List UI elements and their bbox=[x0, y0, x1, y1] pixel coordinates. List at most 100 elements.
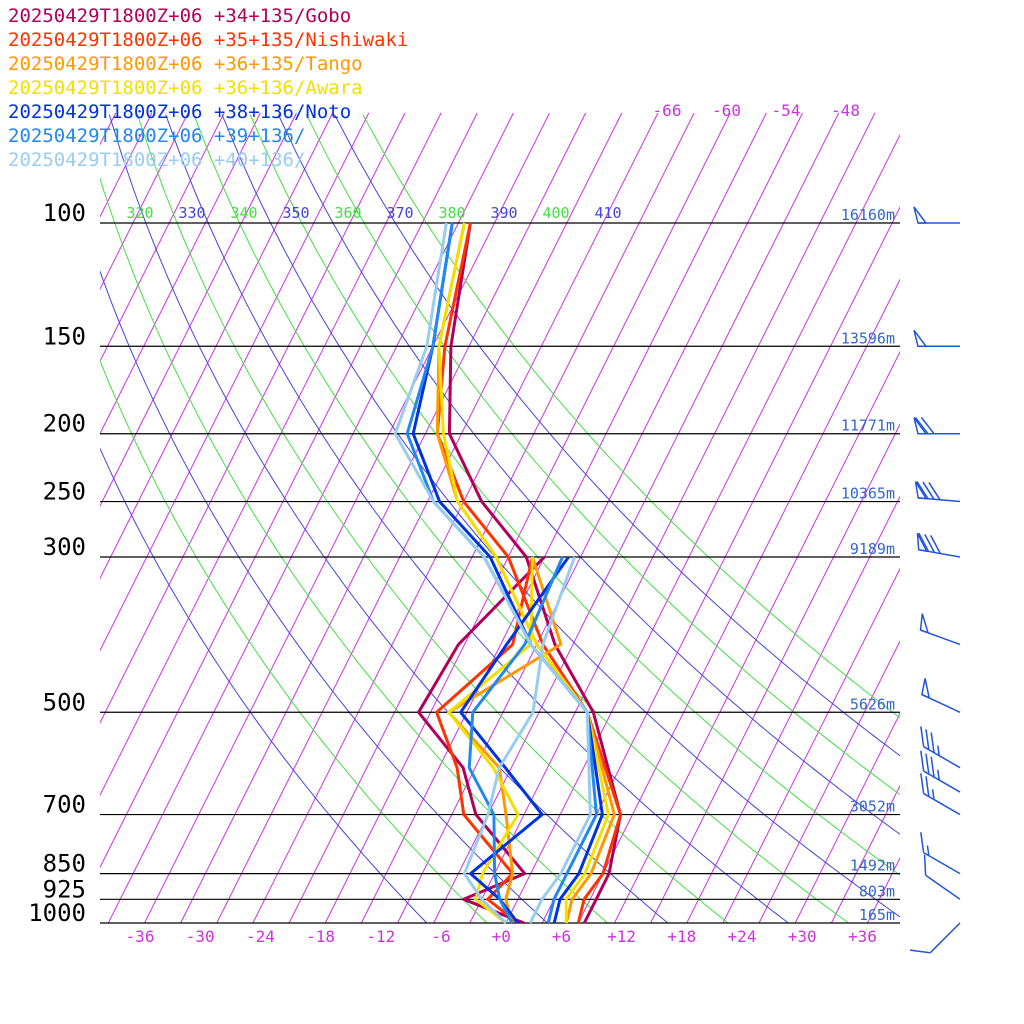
temperature-tick-label: -12 bbox=[366, 927, 395, 946]
temperature-tick-label: +0 bbox=[492, 927, 511, 946]
dry-adiabat-line bbox=[165, 114, 790, 923]
isotherm-line bbox=[100, 112, 334, 580]
wind-barb-feather bbox=[922, 481, 935, 500]
isotherm-line bbox=[100, 112, 297, 508]
dry-adiabat-line bbox=[100, 359, 488, 923]
dry-adiabat-line bbox=[193, 114, 850, 923]
wind-barb-pennant bbox=[919, 613, 930, 635]
dry-adiabat-line bbox=[100, 177, 609, 923]
wind-barb bbox=[909, 922, 961, 954]
temperature-tick-label: +24 bbox=[728, 927, 757, 946]
wind-barb-feather bbox=[930, 756, 935, 778]
height-label: 1492m bbox=[850, 857, 895, 875]
wind-barb-pennant bbox=[913, 417, 928, 435]
temperature-tick-label: +12 bbox=[607, 927, 636, 946]
pressure-label: 250 bbox=[43, 478, 86, 506]
legend-entry: 20250429T1800Z+06 +36+136/Awara bbox=[8, 77, 363, 99]
isotherm-line bbox=[650, 423, 900, 923]
temperature-profile-gobo bbox=[447, 222, 622, 924]
legend: 20250429T1800Z+06 +34+135/Gobo 20250429T1… bbox=[8, 4, 408, 172]
isotherm-line bbox=[288, 112, 695, 923]
wind-barb-feather bbox=[920, 726, 925, 747]
profiles-group bbox=[393, 222, 622, 925]
pressure-label: 300 bbox=[43, 533, 86, 561]
dewpoint-profile-40-136 bbox=[462, 556, 576, 925]
theta-label: 400 bbox=[542, 204, 569, 222]
isotherm-line bbox=[577, 278, 900, 923]
wind-barb bbox=[916, 532, 961, 558]
pressure-label: 150 bbox=[43, 322, 86, 350]
isotherm-line bbox=[216, 112, 623, 923]
wind-barb-feather bbox=[925, 776, 930, 797]
height-label: 165m bbox=[859, 906, 895, 924]
legend-entry: 20250429T1800Z+06 +34+135/Gobo bbox=[8, 5, 352, 27]
wind-barb-feather bbox=[916, 481, 929, 500]
pressure-label: 200 bbox=[43, 410, 86, 438]
temperature-tick-label: -24 bbox=[246, 927, 275, 946]
height-label: 5626m bbox=[850, 695, 895, 713]
height-label: 9189m bbox=[850, 540, 895, 558]
wind-barb-feather bbox=[925, 729, 930, 750]
wind-barb-feather bbox=[931, 789, 935, 800]
dry-adiabat-line bbox=[137, 114, 729, 923]
dewpoint-profile-gobo bbox=[417, 555, 546, 925]
wind-barb-staff bbox=[923, 746, 961, 769]
temperature-tick-label: -6 bbox=[431, 927, 450, 946]
temperature-tick-label: +18 bbox=[667, 927, 696, 946]
wind-barb-feather bbox=[920, 417, 935, 435]
isotherm-line bbox=[469, 112, 876, 923]
wind-barb-feather bbox=[937, 769, 940, 781]
temperature-tick-label: -30 bbox=[186, 927, 215, 946]
temperature-tick-label: -36 bbox=[126, 927, 155, 946]
isotherm-line bbox=[100, 112, 261, 435]
wind-barb-pennant bbox=[914, 481, 928, 500]
isotherm-line bbox=[100, 112, 442, 797]
isotherm-line bbox=[722, 567, 900, 923]
isotherm-line bbox=[541, 206, 900, 923]
pressure-label: 925 bbox=[43, 875, 86, 903]
wind-barb bbox=[923, 854, 961, 900]
pressure-label: 100 bbox=[43, 199, 86, 227]
height-label: 13596m bbox=[841, 329, 895, 347]
pressure-lines-group bbox=[100, 222, 900, 924]
wind-barb-feather bbox=[925, 753, 930, 775]
wind-barb-feather bbox=[930, 535, 941, 554]
height-label: 16160m bbox=[841, 206, 895, 224]
temperature-profile-40-136 bbox=[393, 222, 592, 924]
isotherm-line bbox=[614, 350, 900, 923]
legend-entry: 20250429T1800Z+06 +36+135/Tango bbox=[8, 53, 363, 75]
isotherm-line bbox=[0, 113, 43, 923]
top-temperature-label: -60 bbox=[712, 101, 741, 120]
isotherm-line bbox=[100, 112, 478, 869]
isotherm-line bbox=[180, 112, 587, 923]
wind-barb bbox=[920, 773, 961, 816]
isotherm-line bbox=[830, 784, 900, 923]
diagonal-lines-group bbox=[0, 112, 900, 923]
dry-adiabat-line bbox=[100, 447, 428, 923]
isotherm-line bbox=[686, 495, 900, 923]
temperature-tick-label: +6 bbox=[552, 927, 571, 946]
height-label: 803m bbox=[859, 882, 895, 900]
dry-adiabat-line bbox=[277, 114, 900, 835]
dewpoint-profile-39-136 bbox=[467, 556, 564, 924]
height-label: 3052m bbox=[850, 798, 895, 816]
isotherm-line bbox=[100, 112, 406, 724]
wind-barb-feather bbox=[918, 532, 930, 552]
wind-barb-feather bbox=[926, 845, 930, 856]
legend-entry: 20250429T1800Z+06 +39+136/ bbox=[8, 125, 306, 147]
wind-barb-feather bbox=[928, 482, 941, 501]
temperature-tick-label: -18 bbox=[306, 927, 335, 946]
wind-barb-feather bbox=[924, 533, 936, 553]
temperature-tick-label: +30 bbox=[788, 927, 817, 946]
wind-barb bbox=[914, 481, 961, 503]
dry-adiabat-line bbox=[362, 114, 900, 719]
isotherm-line bbox=[100, 112, 189, 291]
isotherm-line bbox=[397, 112, 803, 923]
top-temperature-label: -48 bbox=[831, 101, 860, 120]
dry-adiabat-line bbox=[334, 114, 900, 757]
isotherm-line bbox=[794, 712, 900, 923]
theta-label: 370 bbox=[386, 204, 413, 222]
wind-barb-pennant bbox=[913, 329, 928, 348]
isotherm-line bbox=[505, 133, 900, 923]
